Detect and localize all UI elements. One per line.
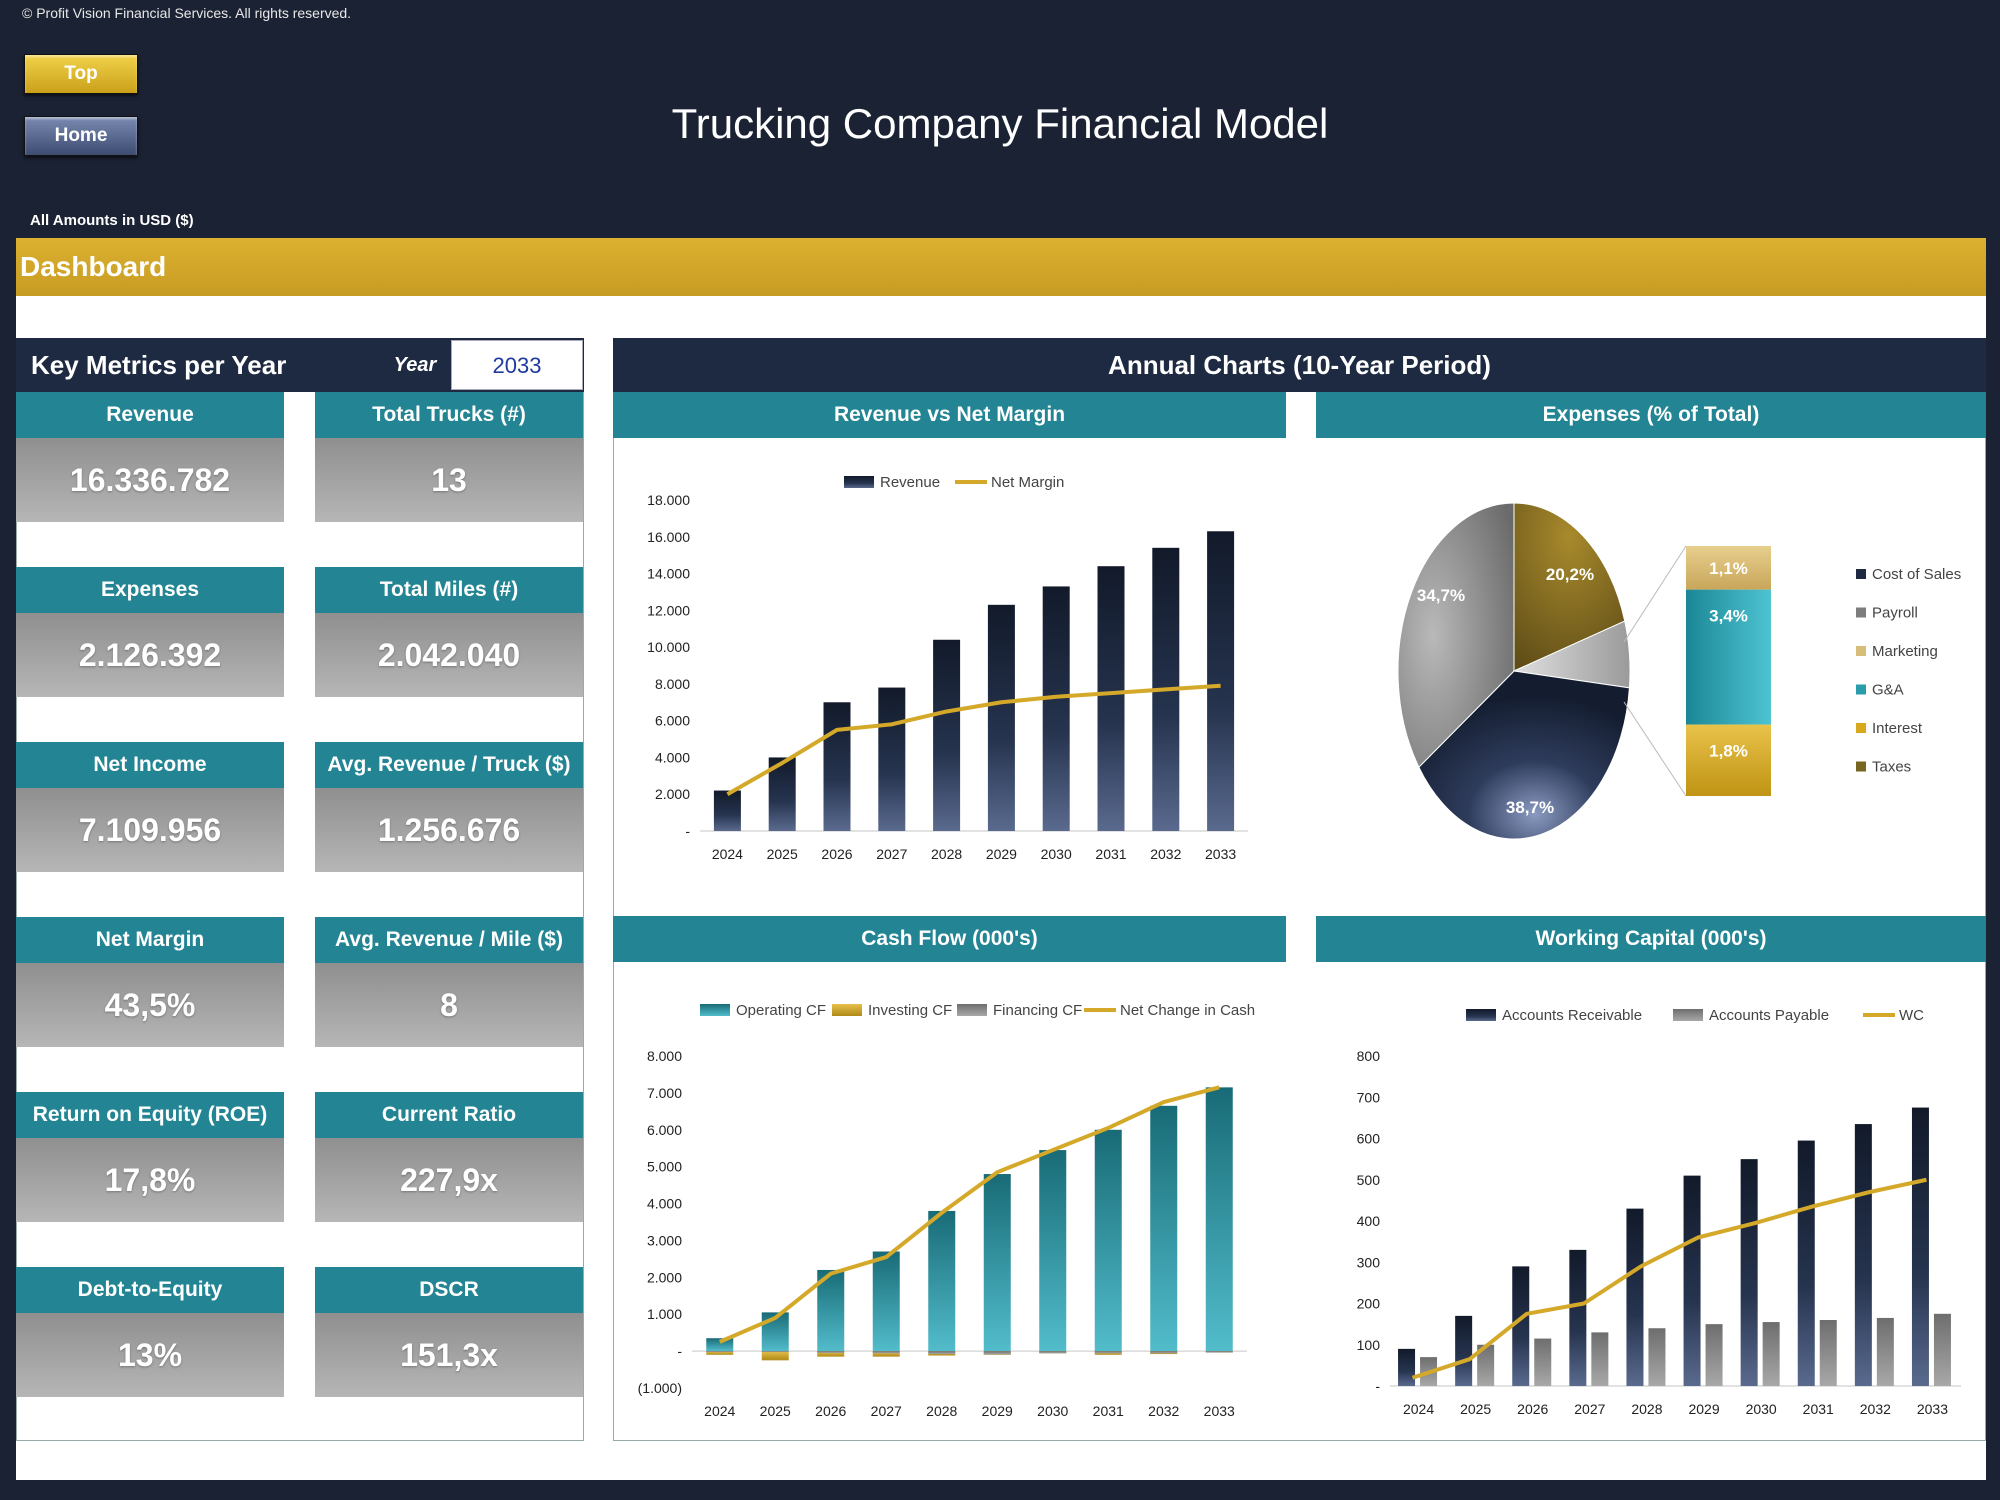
metric-value: 16.336.782 <box>16 438 284 522</box>
home-button[interactable]: Home <box>24 116 138 156</box>
year-label: Year <box>393 354 437 376</box>
metric-label: Total Miles (#) <box>315 567 583 613</box>
metric-card-net-income: Net Income 7.109.956 <box>16 742 284 872</box>
metric-label: DSCR <box>315 1267 583 1313</box>
metric-value: 151,3x <box>315 1313 583 1397</box>
currency-note: All Amounts in USD ($) <box>30 212 194 229</box>
metric-label: Net Income <box>16 742 284 788</box>
metric-value: 17,8% <box>16 1138 284 1222</box>
copyright-text: © Profit Vision Financial Services. All … <box>22 5 352 21</box>
metric-card-dscr: DSCR 151,3x <box>315 1267 583 1397</box>
metric-value: 1.256.676 <box>315 788 583 872</box>
metric-value: 13 <box>315 438 583 522</box>
metric-card-avg-revenue-truck: Avg. Revenue / Truck ($) 1.256.676 <box>315 742 583 872</box>
annual-charts-title: Annual Charts (10-Year Period) <box>613 338 1986 392</box>
metric-card-total-miles: Total Miles (#) 2.042.040 <box>315 567 583 697</box>
annual-charts-panel <box>613 338 1986 1441</box>
metric-card-net-margin: Net Margin 43,5% <box>16 917 284 1047</box>
metric-label: Revenue <box>16 392 284 438</box>
revenue-chart-title: Revenue vs Net Margin <box>613 392 1286 438</box>
metric-card-avg-revenue-mile: Avg. Revenue / Mile ($) 8 <box>315 917 583 1047</box>
metric-card-total-trucks: Total Trucks (#) 13 <box>315 392 583 522</box>
metric-label: Avg. Revenue / Mile ($) <box>315 917 583 963</box>
metric-label: Avg. Revenue / Truck ($) <box>315 742 583 788</box>
metric-value: 227,9x <box>315 1138 583 1222</box>
metric-value: 2.042.040 <box>315 613 583 697</box>
metric-label: Expenses <box>16 567 284 613</box>
metric-card-current-ratio: Current Ratio 227,9x <box>315 1092 583 1222</box>
wc-chart-title: Working Capital (000's) <box>1316 916 1986 962</box>
bottom-strip <box>0 1480 2000 1500</box>
metric-label: Total Trucks (#) <box>315 392 583 438</box>
metric-value: 7.109.956 <box>16 788 284 872</box>
metric-value: 2.126.392 <box>16 613 284 697</box>
metric-label: Return on Equity (ROE) <box>16 1092 284 1138</box>
metric-label: Debt-to-Equity <box>16 1267 284 1313</box>
metric-label: Current Ratio <box>315 1092 583 1138</box>
metric-label: Net Margin <box>16 917 284 963</box>
metric-value: 8 <box>315 963 583 1047</box>
metric-card-expenses: Expenses 2.126.392 <box>16 567 284 697</box>
cashflow-chart-title: Cash Flow (000's) <box>613 916 1286 962</box>
section-title: Dashboard <box>16 238 1986 296</box>
expenses-chart-title: Expenses (% of Total) <box>1316 392 1986 438</box>
top-button[interactable]: Top <box>24 54 138 94</box>
metric-value: 43,5% <box>16 963 284 1047</box>
metric-card-revenue: Revenue 16.336.782 <box>16 392 284 522</box>
year-selector[interactable]: 2033 <box>451 340 583 390</box>
metric-card-roe: Return on Equity (ROE) 17,8% <box>16 1092 284 1222</box>
page-title: Trucking Company Financial Model <box>671 100 1329 147</box>
metric-card-debt-to-equity: Debt-to-Equity 13% <box>16 1267 284 1397</box>
key-metrics-title: Key Metrics per Year <box>31 350 287 380</box>
metric-value: 13% <box>16 1313 284 1397</box>
